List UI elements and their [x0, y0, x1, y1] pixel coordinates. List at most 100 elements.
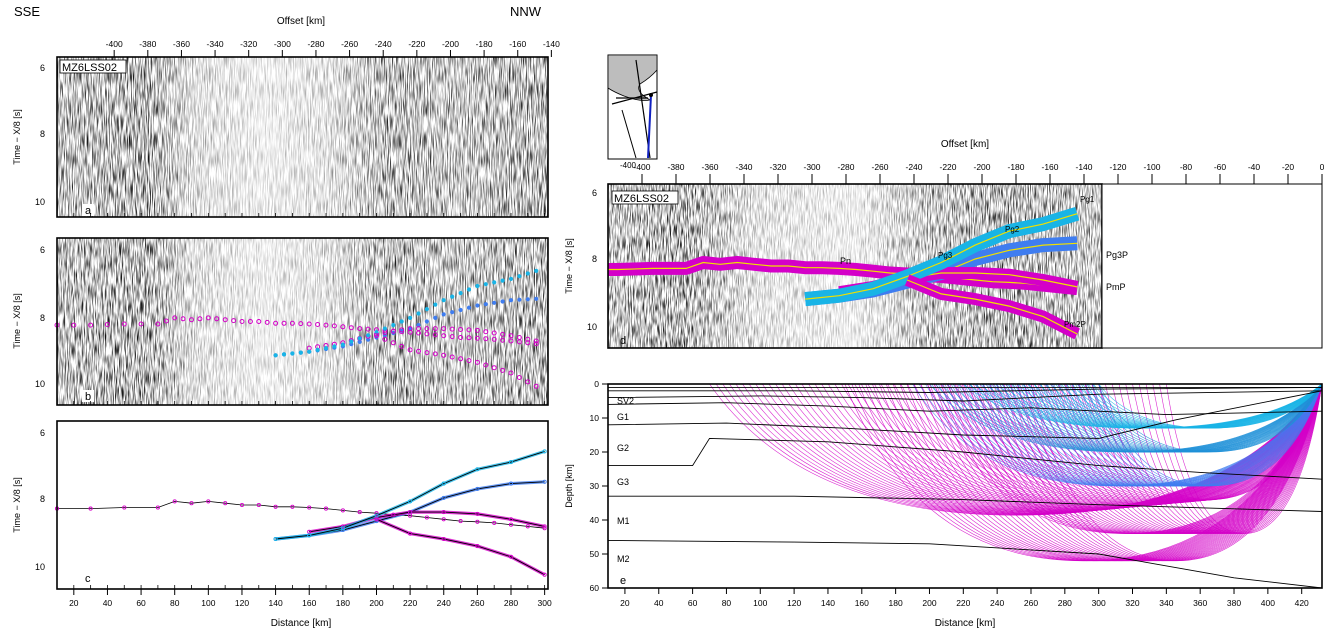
left-offset-tick: -140 — [543, 39, 560, 49]
pick-pn — [323, 506, 329, 511]
pick-pm2p — [542, 572, 547, 577]
pick-pn — [508, 522, 514, 527]
pick-pm2p — [474, 359, 480, 365]
panel-d-station-label: MZ6LSS02 — [614, 193, 669, 205]
panel-b-picks — [54, 268, 539, 389]
pick-pm2p — [491, 365, 497, 371]
right-distance-tick: 200 — [922, 598, 936, 608]
right-offset-tick: -20 — [1282, 162, 1295, 172]
pick-pmp — [441, 510, 446, 515]
right-offset-tick: -100 — [1143, 162, 1160, 172]
pick-pmp — [424, 326, 430, 332]
pick-pn — [138, 321, 144, 327]
pick-pmp — [449, 326, 455, 332]
pick-pn — [256, 319, 262, 324]
pick-pn — [432, 332, 438, 338]
right-offset-tick: -60 — [1214, 162, 1227, 172]
pick-pn — [239, 502, 245, 508]
panel-b-ylabel: Time − X/8 [s] — [12, 293, 22, 348]
panel-d-station-box — [611, 190, 679, 205]
pick-pn — [155, 505, 160, 510]
right-offset-tick: -360 — [701, 162, 718, 172]
left-offset-tick: -280 — [307, 39, 324, 49]
left-offset-tick: -200 — [442, 39, 459, 49]
pick-pg3p — [500, 299, 505, 304]
pick-pg3p — [441, 495, 446, 500]
right-offset-tick: -320 — [769, 162, 786, 172]
layer-boundary — [608, 437, 1322, 480]
left-offset-tick: -180 — [476, 39, 493, 49]
pick-pg1 — [307, 533, 312, 538]
left-offset-tick: -220 — [408, 39, 425, 49]
pick-pn — [365, 326, 371, 332]
left-distance-tick: 240 — [437, 598, 451, 608]
pick-pg3p — [517, 297, 522, 302]
pick-pn — [273, 504, 278, 509]
pick-pg1 — [290, 351, 295, 356]
pick-pn — [231, 318, 237, 324]
pick-pg1 — [508, 276, 514, 281]
right-offset-tick: -200 — [973, 162, 990, 172]
phase-label-pg3p: Pg3P — [1106, 250, 1128, 260]
pick-pn — [323, 322, 329, 328]
panel-e-rays — [709, 384, 1322, 562]
right-distance-axis-title: Distance [km] — [935, 618, 996, 629]
pick-pn — [206, 499, 211, 504]
right-distance-tick: 20 — [620, 598, 630, 608]
layer-label-m1: M1 — [617, 516, 630, 526]
pick-pg1 — [408, 315, 413, 320]
pick-pg1 — [542, 449, 547, 454]
pick-pg3p — [475, 303, 480, 308]
pick-pn — [163, 318, 169, 324]
pick-pg1 — [332, 344, 337, 349]
pick-pmp — [407, 326, 413, 332]
panel-a: MZ6LSS02 a Time − X/8 [s] 6 8 10 — [12, 56, 549, 218]
right-distance-tick: 220 — [956, 598, 970, 608]
panel-a-ylabel: Time − X/8 [s] — [12, 109, 22, 164]
pick-pg3p — [441, 312, 446, 317]
header-left-label: SSE — [14, 4, 40, 19]
left-offset-tick: -240 — [375, 39, 392, 49]
pick-pn — [508, 338, 514, 344]
right-offset-tick-labels: -400 -380 -360 -340 -320 -300 -280 -260 -240 -220… — [633, 162, 1325, 184]
depth-tick: 40 — [590, 515, 600, 525]
panel-b-letter: b — [85, 391, 91, 403]
right-distance-tick: 100 — [753, 598, 767, 608]
pick-pn — [424, 515, 429, 520]
left-offset-tick: -400 — [106, 39, 123, 49]
panel-c-ytick: 10 — [35, 562, 45, 572]
pick-pn — [357, 326, 363, 332]
pick-pmp — [458, 327, 464, 332]
right-distance-tick: 60 — [688, 598, 698, 608]
right-offset-tick: -240 — [905, 162, 922, 172]
panel-b-ytick: 6 — [40, 245, 45, 255]
depth-tick: 60 — [590, 583, 600, 593]
panel-c-ylabel: Time − X/8 [s] — [12, 477, 22, 532]
pick-pmp — [475, 511, 480, 516]
pick-pg1 — [281, 352, 287, 357]
pick-pn — [172, 315, 178, 321]
pick-pn — [122, 505, 127, 510]
pick-pmp — [408, 510, 413, 515]
pick-pn — [197, 316, 203, 322]
pick-pn — [424, 331, 430, 337]
pick-pn — [298, 321, 304, 327]
panel-a-frame — [56, 56, 549, 218]
right-offset-tick: -280 — [837, 162, 854, 172]
band-centerline-pg1 — [805, 213, 1078, 300]
pick-pn — [289, 320, 295, 326]
depth-tick: 30 — [590, 481, 600, 491]
pick-pn — [449, 334, 455, 340]
pick-pg1 — [357, 336, 362, 341]
pick-pn — [239, 319, 245, 324]
panel-c-frame — [56, 420, 549, 590]
pick-pmp — [474, 327, 480, 333]
pick-pg1 — [475, 467, 480, 472]
pick-pm2p — [441, 352, 447, 358]
pick-pg3p — [492, 300, 497, 305]
panel-d-ylabel: Time − X/8 [s] — [564, 238, 574, 293]
pick-pn — [441, 333, 447, 339]
pick-pn — [500, 337, 506, 343]
panel-a-ytick: 6 — [40, 63, 45, 73]
